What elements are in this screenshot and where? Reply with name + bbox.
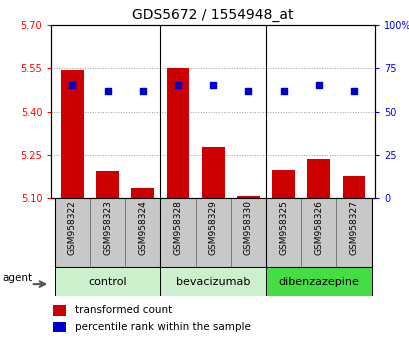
Bar: [131, 188, 154, 198]
Point: [315, 82, 321, 88]
Bar: [265, 267, 371, 296]
Bar: [55, 198, 90, 267]
Bar: [230, 198, 265, 267]
Text: GSM958330: GSM958330: [243, 200, 252, 255]
Text: transformed count: transformed count: [74, 306, 171, 315]
Bar: [90, 198, 125, 267]
Bar: [53, 305, 66, 316]
Bar: [301, 198, 336, 267]
Bar: [53, 322, 66, 332]
Text: dibenzazepine: dibenzazepine: [278, 277, 358, 287]
Text: agent: agent: [2, 273, 33, 283]
Text: GSM958324: GSM958324: [138, 200, 147, 255]
Text: GSM958322: GSM958322: [68, 200, 76, 255]
Bar: [195, 198, 230, 267]
Point: [174, 82, 181, 88]
Bar: [96, 171, 119, 198]
Text: bevacizumab: bevacizumab: [175, 277, 250, 287]
Bar: [61, 70, 83, 198]
Point: [139, 88, 146, 93]
Text: GSM958328: GSM958328: [173, 200, 182, 255]
Point: [104, 88, 110, 93]
Bar: [236, 196, 259, 198]
Text: control: control: [88, 277, 126, 287]
Bar: [265, 198, 301, 267]
Bar: [342, 176, 364, 198]
Bar: [307, 159, 330, 198]
Bar: [166, 68, 189, 198]
Point: [209, 82, 216, 88]
Text: GSM958325: GSM958325: [279, 200, 288, 255]
Point: [245, 88, 251, 93]
Bar: [201, 147, 224, 198]
Text: GSM958323: GSM958323: [103, 200, 112, 255]
Bar: [55, 267, 160, 296]
Text: GSM958326: GSM958326: [314, 200, 323, 255]
Title: GDS5672 / 1554948_at: GDS5672 / 1554948_at: [132, 8, 293, 22]
Text: GSM958329: GSM958329: [208, 200, 217, 255]
Bar: [160, 267, 265, 296]
Point: [69, 82, 76, 88]
Text: GSM958327: GSM958327: [349, 200, 357, 255]
Bar: [336, 198, 371, 267]
Text: percentile rank within the sample: percentile rank within the sample: [74, 322, 250, 332]
Bar: [160, 198, 195, 267]
Point: [350, 88, 356, 93]
Bar: [272, 170, 294, 198]
Point: [280, 88, 286, 93]
Bar: [125, 198, 160, 267]
